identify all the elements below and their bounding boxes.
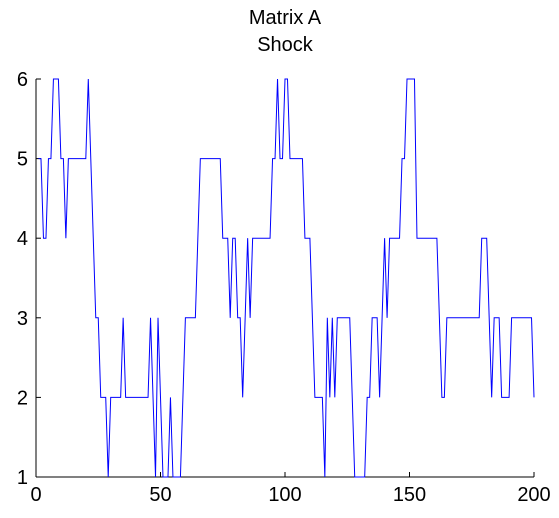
y-tick-label: 6 <box>17 69 28 91</box>
chart-subtitle: Shock <box>257 34 314 56</box>
x-tick-label: 0 <box>30 484 41 506</box>
y-tick-label: 1 <box>17 467 28 489</box>
data-line <box>38 78 535 478</box>
x-tick-label: 150 <box>393 484 426 506</box>
y-tick-label: 4 <box>17 228 28 250</box>
x-tick-label: 200 <box>517 484 550 506</box>
y-tick-label: 2 <box>17 387 28 409</box>
chart-title: Matrix A <box>249 7 322 29</box>
x-tick-label: 100 <box>268 484 301 506</box>
y-tick-label: 3 <box>17 308 28 330</box>
x-tick-label: 50 <box>149 484 171 506</box>
y-tick-label: 5 <box>17 149 28 171</box>
